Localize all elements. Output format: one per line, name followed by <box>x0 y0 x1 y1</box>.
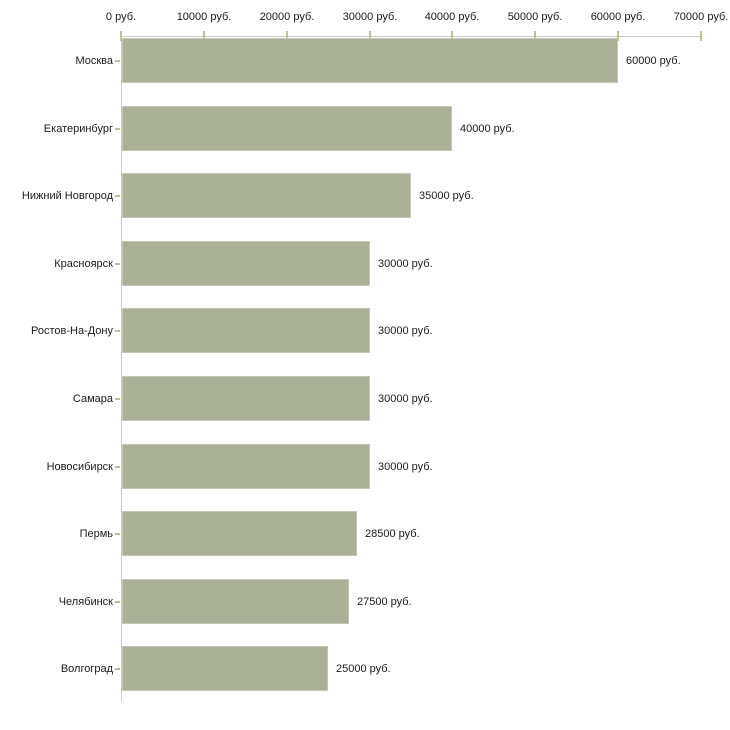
x-axis-tick-label: 20000 руб. <box>259 11 315 23</box>
bar-value-label: 30000 руб. <box>378 258 433 270</box>
category-tick-mark <box>115 195 120 197</box>
category-tick-mark <box>115 466 120 468</box>
category-label: Волгоград <box>60 663 113 675</box>
bar <box>122 444 370 489</box>
x-axis-tick-mark <box>700 31 702 41</box>
bar-value-label: 40000 руб. <box>460 123 515 135</box>
x-axis-tick-label: 70000 руб. <box>673 11 729 23</box>
category-tick-mark <box>115 330 120 332</box>
x-axis-tick-label: 60000 руб. <box>590 11 646 23</box>
category-tick-mark <box>115 60 120 62</box>
x-axis-tick-label: 10000 руб. <box>176 11 232 23</box>
category-label: Пермь <box>79 528 113 540</box>
x-axis-tick-mark <box>203 31 205 41</box>
bar-value-label: 27500 руб. <box>357 596 412 608</box>
bar <box>122 38 618 83</box>
x-axis-tick-mark <box>369 31 371 41</box>
bar <box>122 308 370 353</box>
x-axis-tick-label: 0 руб. <box>105 11 137 23</box>
category-tick-mark <box>115 263 120 265</box>
bar <box>122 106 452 151</box>
category-tick-mark <box>115 398 120 400</box>
x-axis-line <box>121 36 702 37</box>
bar <box>122 579 349 624</box>
bar-value-label: 30000 руб. <box>378 461 433 473</box>
x-axis-tick-mark <box>534 31 536 41</box>
x-axis-tick-mark <box>286 31 288 41</box>
category-tick-mark <box>115 128 120 130</box>
bar <box>122 173 411 218</box>
x-axis-tick-mark <box>120 31 122 41</box>
x-axis-tick-label: 50000 руб. <box>507 11 563 23</box>
bar-value-label: 25000 руб. <box>336 663 391 675</box>
category-label: Самара <box>72 393 113 405</box>
bar <box>122 646 328 691</box>
category-label: Ростов-На-Дону <box>30 325 113 337</box>
category-label: Красноярск <box>54 258 113 270</box>
bar-value-label: 35000 руб. <box>419 190 474 202</box>
bar-value-label: 60000 руб. <box>626 55 681 67</box>
bar <box>122 241 370 286</box>
category-label: Новосибирск <box>46 461 113 473</box>
bar <box>122 376 370 421</box>
x-axis-tick-label: 40000 руб. <box>424 11 480 23</box>
category-label: Нижний Новгород <box>21 190 113 202</box>
category-label: Екатеринбург <box>43 123 113 135</box>
bar-value-label: 30000 руб. <box>378 393 433 405</box>
bar-value-label: 30000 руб. <box>378 325 433 337</box>
bar-value-label: 28500 руб. <box>365 528 420 540</box>
bar <box>122 511 357 556</box>
category-label: Челябинск <box>58 596 113 608</box>
x-axis-tick-mark <box>617 31 619 41</box>
y-axis-line <box>121 36 122 702</box>
x-axis-tick-label: 30000 руб. <box>342 11 398 23</box>
category-tick-mark <box>115 533 120 535</box>
category-tick-mark <box>115 601 120 603</box>
category-label: Москва <box>75 55 113 67</box>
category-tick-mark <box>115 668 120 670</box>
x-axis-tick-mark <box>451 31 453 41</box>
